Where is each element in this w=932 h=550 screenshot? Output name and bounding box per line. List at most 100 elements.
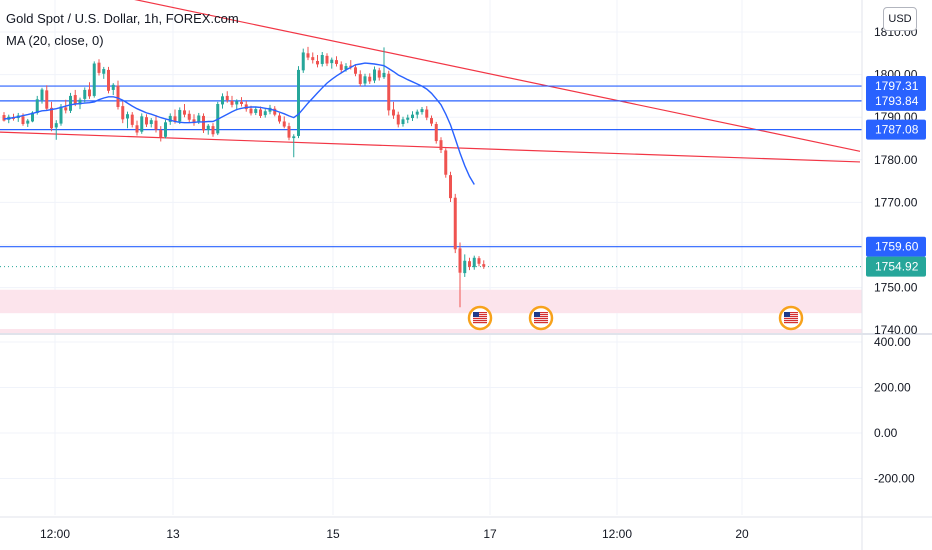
candle [449, 171, 452, 202]
currency-button[interactable]: USD [883, 7, 917, 31]
flag-stripe [473, 316, 487, 318]
candle-body [116, 85, 120, 107]
chart-title: Gold Spot / U.S. Dollar, 1h, FOREX.com [6, 11, 239, 26]
candle [425, 106, 429, 121]
candle [97, 59, 101, 76]
candle-body [140, 116, 144, 132]
candle-body [111, 84, 115, 90]
candle-body [458, 248, 462, 273]
candle-body [31, 112, 34, 122]
candle-body [173, 116, 177, 122]
candle [254, 107, 258, 116]
flag-stripe [534, 312, 548, 314]
candle [396, 111, 400, 128]
price-label: 1793.84 [866, 90, 926, 111]
candle-body [363, 76, 367, 84]
candle [164, 119, 167, 139]
candle [192, 114, 196, 126]
candle [145, 114, 148, 127]
candle-body [396, 114, 400, 125]
candle [168, 113, 172, 125]
candle-body [392, 109, 395, 116]
candle [406, 114, 410, 124]
event-markers [467, 305, 804, 331]
candle [240, 97, 243, 107]
candle-body [73, 95, 77, 104]
candle [154, 115, 158, 133]
candle-body [102, 69, 106, 74]
candle [263, 109, 267, 118]
candle [259, 106, 262, 119]
candle-body [168, 115, 172, 122]
candle [206, 124, 210, 135]
y-tick-label: 1780.00 [874, 153, 918, 167]
candle-body [107, 69, 110, 91]
candle [244, 101, 248, 112]
candle-body [401, 119, 405, 125]
price-label-text: 1754.92 [875, 260, 919, 274]
candle-body [149, 120, 153, 125]
candle-body [59, 106, 63, 124]
candle-body [297, 69, 300, 136]
candle [178, 107, 182, 125]
price-label-box [866, 236, 926, 257]
candle [373, 66, 376, 84]
candle [306, 46, 310, 61]
candle-body [420, 109, 424, 113]
candle-body [373, 69, 376, 81]
candle [211, 123, 215, 137]
candle-body [145, 117, 148, 125]
trendlines [0, 0, 861, 163]
candle-body [240, 101, 243, 104]
flag-field [784, 312, 798, 323]
grid [0, 0, 932, 515]
candle [477, 256, 481, 267]
candle-body [135, 125, 139, 133]
price-label-box [866, 119, 926, 140]
flag-field [534, 312, 548, 323]
x-tick-label: 17 [483, 527, 497, 541]
candle [2, 112, 6, 122]
candle [135, 120, 139, 136]
candle-body [306, 53, 310, 58]
candle [420, 106, 424, 115]
flag-stripe [534, 318, 548, 320]
candle [107, 66, 110, 94]
candle [320, 52, 324, 67]
candle-body [192, 119, 196, 124]
flag-field [473, 312, 487, 323]
candle [415, 109, 419, 119]
price-label-box [866, 90, 926, 111]
flag-stripe [784, 316, 798, 318]
candle-body [468, 261, 471, 267]
candle-body [197, 115, 201, 123]
candle [368, 73, 372, 84]
candle-body [349, 65, 353, 67]
candle-body [130, 114, 134, 125]
candle-body [368, 76, 372, 82]
candle-body [202, 115, 205, 131]
candle [26, 118, 30, 127]
lower-y-tick-label: 200.00 [874, 381, 911, 395]
candle-body [97, 62, 101, 73]
price-label: 1759.60 [866, 236, 926, 257]
us-flag-icon [778, 305, 804, 331]
flag-stripe [473, 322, 487, 324]
x-tick-label: 15 [326, 527, 340, 541]
candle-body [472, 257, 476, 268]
candle [287, 122, 291, 141]
candle [202, 113, 205, 133]
candle-body [221, 96, 224, 105]
candle [430, 115, 433, 127]
candle [45, 85, 49, 111]
flag-stripe [534, 322, 548, 324]
candle-body [69, 95, 72, 111]
candle-body [411, 114, 414, 119]
candle-body [415, 111, 419, 115]
candle-body [444, 150, 448, 175]
candle [301, 48, 305, 73]
zone-strip [0, 329, 862, 333]
